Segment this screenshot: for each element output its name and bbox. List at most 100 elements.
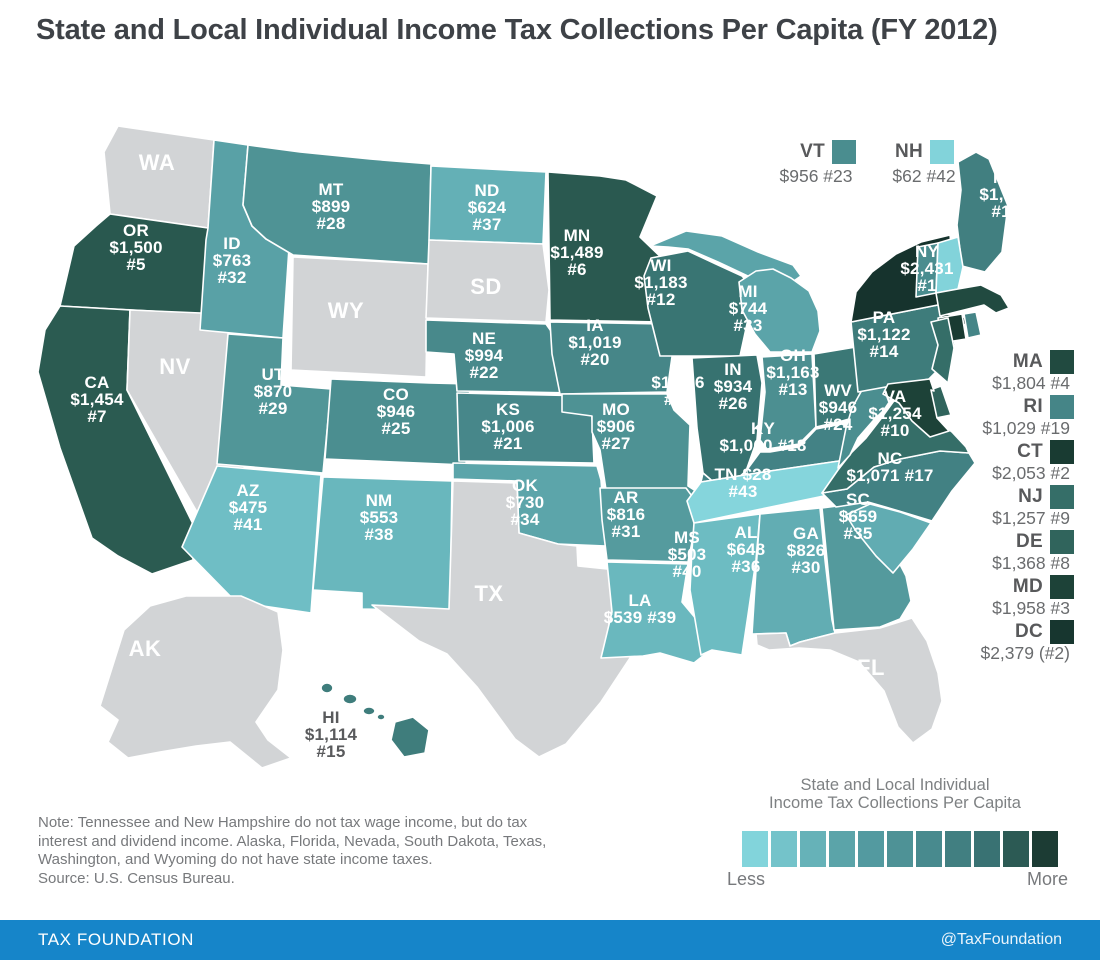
state-label-ky: KY $1,060 #18 bbox=[719, 420, 806, 454]
state-rank: #10 bbox=[880, 421, 910, 440]
state-rank: #4 bbox=[1050, 373, 1070, 393]
state-shape-mn bbox=[547, 171, 669, 323]
state-rank: (#2) bbox=[1038, 643, 1070, 663]
state-value: $946 bbox=[376, 402, 416, 421]
state-code: VA bbox=[883, 387, 907, 406]
state-rank: #37 bbox=[472, 215, 502, 234]
state-shape-md bbox=[882, 378, 950, 438]
legend-swatch bbox=[771, 831, 797, 867]
callout-ct-value: $2,053 #2 bbox=[992, 463, 1070, 484]
state-rank: #6 bbox=[567, 260, 587, 279]
state-rank: #5 bbox=[126, 255, 146, 274]
legend-swatch bbox=[916, 831, 942, 867]
state-code: OH bbox=[780, 346, 806, 365]
state-value: $1,006 bbox=[481, 417, 535, 436]
state-shape-mt bbox=[242, 144, 432, 265]
color-swatch-vt bbox=[832, 140, 856, 164]
state-code: SC bbox=[845, 490, 871, 509]
state-rank: #36 bbox=[731, 557, 761, 576]
state-shape-hi-island-1 bbox=[320, 682, 334, 694]
state-code: WY bbox=[327, 298, 365, 323]
state-shape-sd bbox=[425, 239, 550, 323]
state-value: $816 bbox=[606, 505, 646, 524]
state-code: OR bbox=[123, 221, 149, 240]
state-value: $2,053 bbox=[992, 463, 1046, 483]
state-rank: #35 bbox=[843, 524, 873, 543]
footer-bar: TAX FOUNDATION @TaxFoundation bbox=[0, 920, 1100, 960]
state-value: $1,254 bbox=[868, 404, 922, 423]
state-label-ne: NE $994 #22 bbox=[465, 330, 504, 381]
legend-swatch bbox=[945, 831, 971, 867]
state-label-nd: ND $624 #37 bbox=[468, 182, 507, 233]
state-rank: #12 bbox=[646, 290, 676, 309]
state-code: NC bbox=[877, 449, 903, 468]
state-label-oh: OH $1,163 #13 bbox=[766, 347, 819, 398]
state-code: CA bbox=[84, 373, 110, 392]
callout-ma-value: $1,804 #4 bbox=[992, 373, 1070, 394]
legend-title-line2: Income Tax Collections Per Capita bbox=[769, 794, 1021, 812]
state-shape-nj bbox=[930, 317, 955, 384]
state-value: $1,060 bbox=[719, 436, 773, 455]
state-rank: #39 bbox=[647, 608, 677, 627]
legend-color-scale bbox=[742, 831, 1058, 867]
state-label-in: IN $934 #26 bbox=[714, 361, 753, 412]
callout-md: MD bbox=[1013, 575, 1074, 599]
state-rank: #25 bbox=[381, 419, 411, 438]
state-rank: #23 bbox=[823, 166, 853, 186]
state-rank: #28 bbox=[316, 214, 346, 233]
state-code: MD bbox=[1012, 576, 1043, 597]
state-shape-tx bbox=[371, 480, 638, 758]
state-code: ID bbox=[223, 234, 241, 253]
state-label-ga: GA $826 #30 bbox=[787, 525, 826, 576]
state-code: KY bbox=[750, 419, 776, 438]
state-value: $1,206 bbox=[651, 373, 705, 392]
callout-de-value: $1,368 #8 bbox=[992, 553, 1070, 574]
legend-swatch bbox=[1032, 831, 1058, 867]
state-code: LA bbox=[628, 591, 652, 610]
state-value: $744 bbox=[728, 299, 768, 318]
state-shape-hi-island-4 bbox=[376, 713, 386, 721]
state-value: $1,489 bbox=[550, 243, 604, 262]
callout-dc: DC bbox=[1015, 620, 1074, 644]
state-value: $1,804 bbox=[992, 373, 1046, 393]
state-label-ok: OK $730 #34 bbox=[506, 477, 545, 528]
state-rank: #14 bbox=[869, 342, 899, 361]
state-code: AZ bbox=[236, 481, 260, 500]
state-rank: #16 bbox=[991, 202, 1021, 221]
state-value: $906 bbox=[596, 417, 636, 436]
footnote-line: interest and dividend income. Alaska, Fl… bbox=[38, 832, 547, 850]
legend-swatch bbox=[1003, 831, 1029, 867]
state-label-ar: AR $816 #31 bbox=[607, 489, 646, 540]
legend-title: State and Local Individual Income Tax Co… bbox=[660, 776, 1100, 812]
callout-nh-value: $62 #42 bbox=[892, 166, 955, 187]
legend-swatch bbox=[858, 831, 884, 867]
state-label-mi: MI $744 #33 bbox=[729, 283, 768, 334]
state-code: NJ bbox=[1018, 486, 1043, 507]
state-value: $1,958 bbox=[992, 598, 1046, 618]
state-code: HI bbox=[322, 708, 340, 727]
state-value: $2,379 bbox=[980, 643, 1034, 663]
state-code: DE bbox=[1016, 531, 1043, 552]
state-shape-in bbox=[759, 353, 817, 450]
state-code: MN bbox=[563, 226, 591, 245]
state-value: $1,029 bbox=[982, 418, 1036, 438]
brand-logo: TAX FOUNDATION bbox=[38, 930, 195, 949]
callout-dc-value: $2,379 (#2) bbox=[980, 643, 1070, 664]
state-shape-sc bbox=[845, 503, 932, 574]
state-rank: #21 bbox=[493, 434, 523, 453]
state-value: $1,086 bbox=[979, 185, 1033, 204]
state-rank: #18 bbox=[777, 436, 807, 455]
color-swatch-nh bbox=[930, 140, 954, 164]
twitter-handle[interactable]: @TaxFoundation bbox=[940, 931, 1062, 948]
state-label-tn: TN $28 #43 bbox=[715, 466, 772, 500]
state-shape-hi-island-2 bbox=[342, 693, 358, 705]
state-shape-nh bbox=[935, 236, 964, 294]
state-value: $28 bbox=[742, 465, 772, 484]
state-code: MI bbox=[738, 282, 758, 301]
state-code: MT bbox=[318, 180, 344, 199]
state-value: $624 bbox=[467, 198, 507, 217]
state-code: ME bbox=[993, 168, 1019, 187]
state-rank: #27 bbox=[601, 434, 631, 453]
state-code: NE bbox=[471, 329, 497, 348]
state-code: SD bbox=[470, 274, 502, 299]
